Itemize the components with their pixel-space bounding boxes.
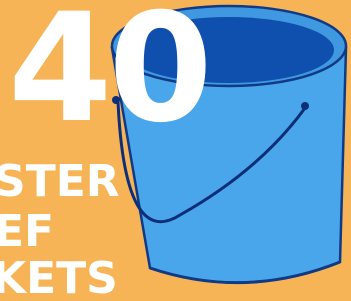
headline-line: KETS	[0, 253, 118, 301]
headline-number: 40	[8, 0, 209, 156]
headline-line: STER	[0, 156, 120, 207]
page: 40 STER EF KETS (() => { const data = JS…	[0, 0, 351, 301]
handle-knob	[301, 102, 309, 110]
poster: 40 STER EF KETS	[0, 0, 351, 301]
headline-line: EF	[0, 206, 54, 257]
